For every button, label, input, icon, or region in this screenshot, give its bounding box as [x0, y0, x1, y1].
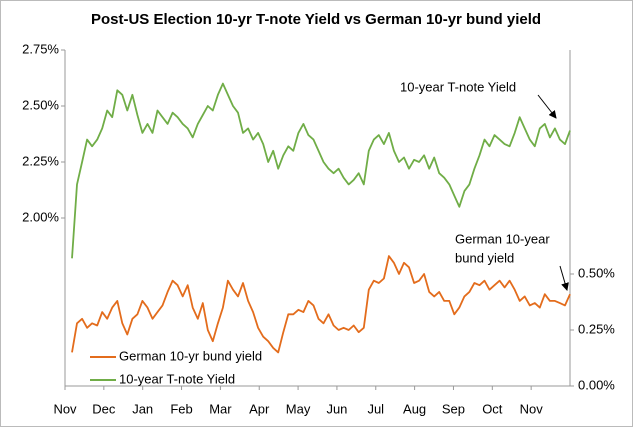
series-line: [71, 82, 571, 259]
y-tick-label: 2.75%: [22, 41, 59, 56]
x-tick-label: Oct: [482, 401, 503, 416]
y2-tick-label: 0.25%: [578, 321, 615, 336]
x-tick-label: Sep: [442, 401, 465, 416]
x-tick-label: Nov: [53, 401, 77, 416]
y-tick-label: 2.00%: [22, 209, 59, 224]
annotation-arrow: [537, 94, 557, 119]
annotation-arrow: [559, 265, 569, 291]
x-tick-label: Jul: [367, 401, 384, 416]
x-tick-label: Jan: [132, 401, 153, 416]
x-tick-label: Dec: [92, 401, 116, 416]
x-tick-label: May: [286, 401, 311, 416]
x-tick-label: Aug: [403, 401, 426, 416]
x-tick-label: Mar: [209, 401, 232, 416]
annotation: 10-year T-note Yield: [400, 79, 516, 94]
x-tick-label: Nov: [520, 401, 544, 416]
annotation: bund yield: [455, 250, 514, 265]
x-tick-label: Apr: [249, 401, 270, 416]
y2-tick-label: 0.50%: [578, 265, 615, 280]
x-tick-label: Jun: [326, 401, 347, 416]
y-tick-label: 2.50%: [22, 97, 59, 112]
y2-tick-label: 0.00%: [578, 377, 615, 392]
chart-title: Post-US Election 10-yr T-note Yield vs G…: [91, 11, 541, 28]
annotation: German 10-year: [455, 231, 550, 246]
legend-label: German 10-yr bund yield: [119, 348, 262, 363]
y-tick-label: 2.25%: [22, 153, 59, 168]
x-tick-label: Feb: [170, 401, 192, 416]
series-line: [71, 255, 571, 354]
legend-label: 10-year T-note Yield: [119, 371, 235, 386]
